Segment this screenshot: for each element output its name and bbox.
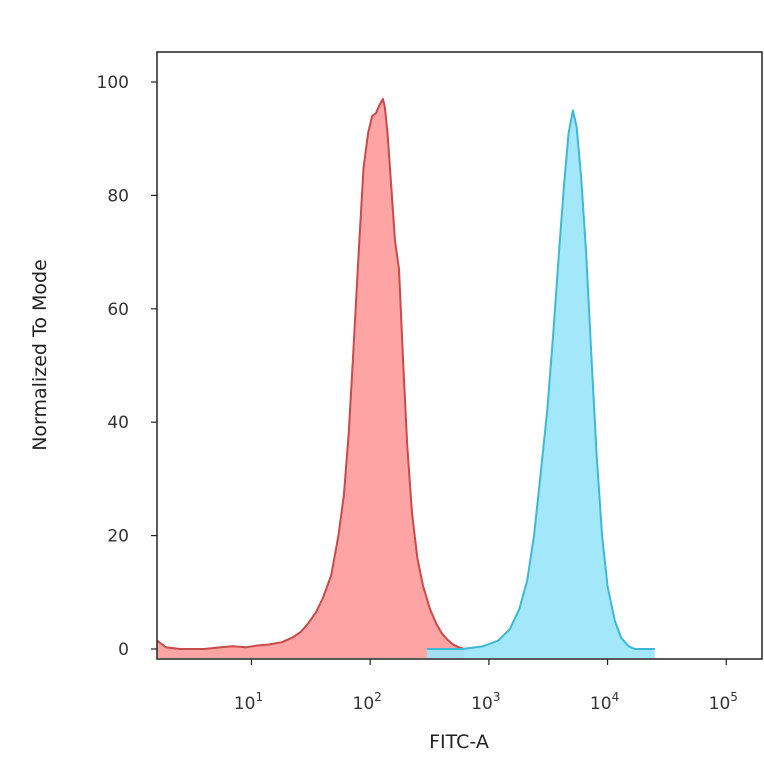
series-2-line	[426, 109, 655, 650]
y-axis-title: Normalized To Mode	[29, 259, 51, 451]
y-tick-layer: 0 20 40 60 80 100	[97, 73, 157, 660]
x-tick-base: 10	[471, 694, 493, 714]
y-tick-label: 100	[97, 73, 129, 93]
x-tick-layer: 101 102 103 104 105	[234, 659, 738, 714]
x-tick-label: 104	[590, 690, 619, 714]
x-tick-exponent: 5	[730, 690, 738, 704]
series-layer	[156, 98, 655, 658]
plot-background	[157, 52, 762, 659]
plot-frame	[156, 51, 763, 660]
y-tick-label: 20	[107, 527, 129, 547]
y-tick-label: 0	[118, 640, 129, 660]
x-axis-title: FITC-A	[429, 731, 489, 753]
y-tick-label: 80	[107, 186, 129, 206]
x-tick-base: 10	[353, 694, 375, 714]
x-tick-base: 10	[590, 694, 612, 714]
x-tick-label: 101	[234, 690, 263, 714]
series-1-line	[156, 98, 465, 650]
x-tick-label: 105	[709, 690, 738, 714]
x-tick-base: 10	[234, 694, 256, 714]
y-tick-label: 40	[107, 413, 129, 433]
x-tick-exponent: 2	[374, 690, 382, 704]
series-1-area	[157, 99, 465, 658]
y-tick-label: 60	[107, 300, 129, 320]
x-tick-label: 103	[471, 690, 500, 714]
series-2-area	[426, 110, 655, 658]
x-tick-exponent: 1	[255, 690, 263, 704]
x-tick-exponent: 4	[612, 690, 620, 704]
x-tick-label: 102	[353, 690, 382, 714]
x-tick-base: 10	[709, 694, 731, 714]
x-tick-exponent: 3	[493, 690, 501, 704]
